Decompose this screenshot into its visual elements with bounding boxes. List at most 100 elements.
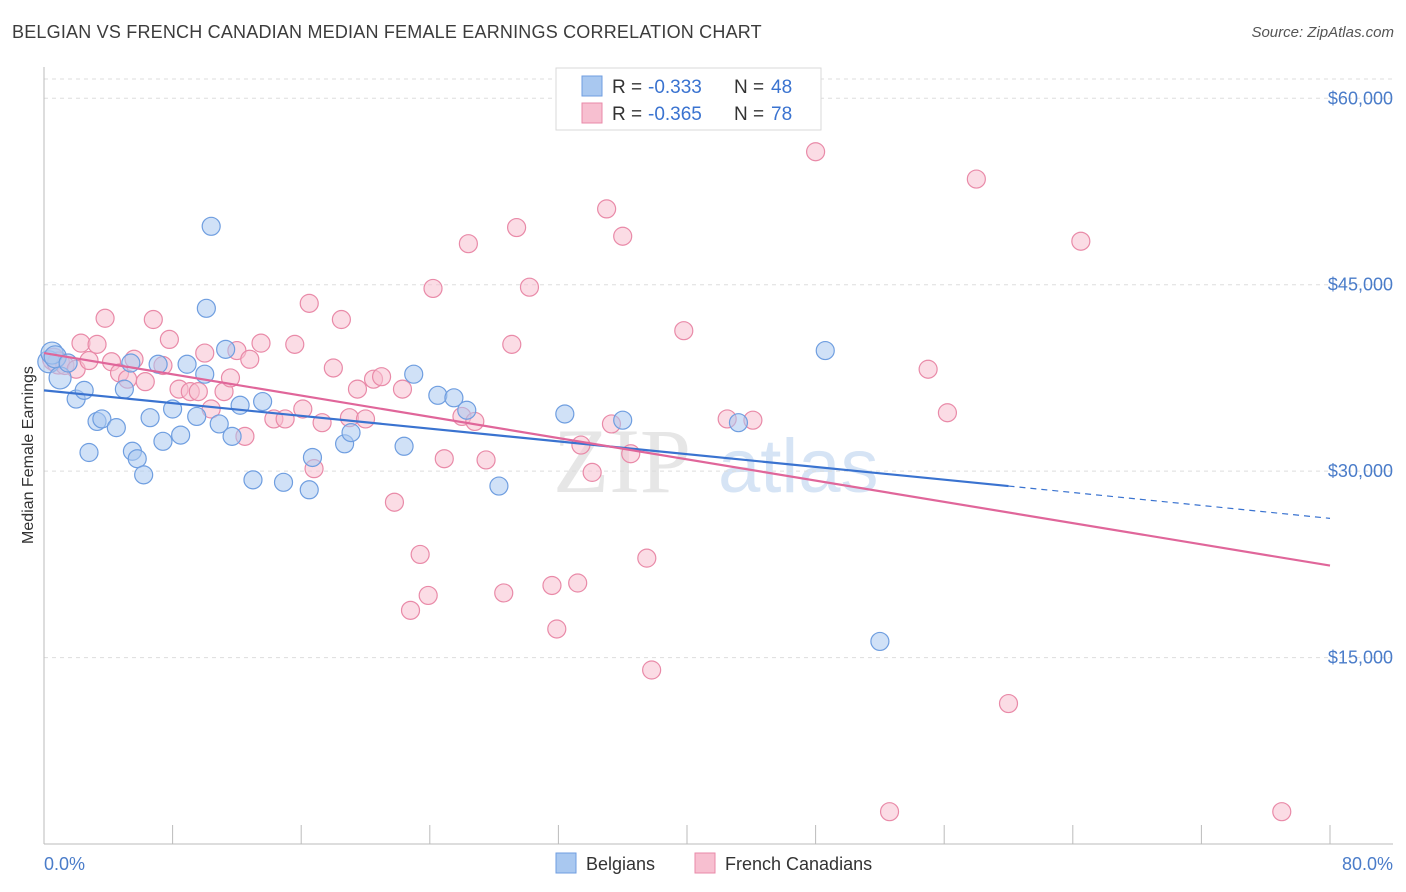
belgians-point-18 xyxy=(153,431,173,451)
french-canadians-point-52 xyxy=(494,583,514,603)
belgians-point-33 xyxy=(299,480,319,500)
y-tick-label-60000: $60,000 xyxy=(1328,88,1393,108)
french-canadians-point-41 xyxy=(384,492,405,512)
belgians-point-43 xyxy=(555,404,575,424)
x-tick-label-max: 80.0% xyxy=(1342,854,1393,874)
legend-swatch-french xyxy=(581,102,603,124)
y-tick-labels: $15,000 $30,000 $45,000 $60,000 xyxy=(1328,88,1393,667)
bottom-swatch-belgians xyxy=(555,852,577,874)
french-canadians-point-55 xyxy=(519,277,540,297)
french-canadians-point-58 xyxy=(568,573,588,593)
belgians-point-14 xyxy=(127,449,147,469)
belgians-point-27 xyxy=(216,339,236,359)
watermark: ZIP atlas xyxy=(553,410,879,512)
french-canadians-point-67 xyxy=(674,321,694,341)
belgians-point-21 xyxy=(177,354,197,374)
belgians-point-41 xyxy=(457,400,477,420)
french-canadians-point-70 xyxy=(805,142,826,162)
french-canadians-point-57 xyxy=(547,619,567,639)
french-canadians-point-35 xyxy=(331,309,351,330)
belgians-point-9 xyxy=(92,409,112,429)
french-canadians-point-73 xyxy=(937,403,958,423)
belgians-point-46 xyxy=(815,340,835,361)
belgians-point-10 xyxy=(106,418,126,438)
belgians-point-30 xyxy=(243,470,263,490)
belgians-point-25 xyxy=(201,216,221,236)
belgians-point-15 xyxy=(134,465,154,485)
french-canadians-trendline xyxy=(43,351,1331,567)
french-canadians-point-72 xyxy=(918,359,938,379)
belgians-point-11 xyxy=(114,379,134,399)
french-canadians-point-19 xyxy=(195,343,215,363)
bottom-legend-belgians: Belgians xyxy=(586,854,655,874)
french-canadians-point-75 xyxy=(998,693,1019,714)
french-canadians-point-4 xyxy=(71,333,91,353)
french-canadians-point-47 xyxy=(434,449,454,469)
belgians-point-7 xyxy=(79,442,99,463)
gridlines xyxy=(44,78,1393,659)
belgians-point-6 xyxy=(74,380,94,400)
watermark-atlas: atlas xyxy=(718,424,879,509)
legend-r-value-belgians: -0.333 xyxy=(648,77,702,98)
french-canadians-point-13 xyxy=(143,309,163,330)
legend-swatch-belgians xyxy=(581,75,603,97)
french-canadians-point-43 xyxy=(400,600,421,620)
french-canadians-point-63 xyxy=(613,226,633,246)
belgians-trendline-extension xyxy=(1008,485,1331,519)
belgians-point-38 xyxy=(404,364,424,384)
french-canadians-point-53 xyxy=(502,334,522,354)
belgians-point-29 xyxy=(230,395,250,415)
legend-n-label-french: N = xyxy=(734,104,764,125)
axes xyxy=(43,67,1393,845)
stats-legend: R = -0.333 N = 48 R = -0.365 N = 78 xyxy=(555,67,822,131)
belgians-point-32 xyxy=(273,472,294,492)
french-canadians-point-25 xyxy=(240,349,260,369)
series-legend: Belgians French Canadians xyxy=(555,852,872,874)
y-tick-label-15000: $15,000 xyxy=(1328,648,1393,668)
bottom-legend-french: French Canadians xyxy=(725,854,872,874)
belgians-point-34 xyxy=(302,447,323,468)
legend-r-label-belgians: R = xyxy=(612,77,642,98)
french-canadians-point-61 xyxy=(597,199,617,219)
belgians-point-22 xyxy=(187,406,207,427)
french-canadians-point-74 xyxy=(966,169,986,189)
french-canadians-point-6 xyxy=(87,334,107,354)
french-canadians-point-34 xyxy=(323,358,343,378)
belgians-trendline xyxy=(43,389,1009,488)
french-canadians-point-7 xyxy=(95,308,115,328)
legend-r-value-french: -0.365 xyxy=(648,104,702,125)
belgians-point-47 xyxy=(870,631,890,652)
belgians-point-39 xyxy=(428,385,448,405)
french-canadians-point-51 xyxy=(476,450,496,470)
french-canadians-point-46 xyxy=(423,278,443,299)
french-canadians-point-44 xyxy=(410,544,430,565)
french-canadians-point-30 xyxy=(293,399,313,419)
belgians-point-37 xyxy=(394,436,414,456)
belgians-points xyxy=(37,216,890,652)
trendlines xyxy=(43,351,1331,567)
belgians-point-42 xyxy=(489,476,509,496)
belgians-point-20 xyxy=(171,425,191,445)
belgians-point-26 xyxy=(209,414,229,434)
french-canadians-point-37 xyxy=(347,379,368,399)
legend-r-label-french: R = xyxy=(612,104,642,125)
french-canadians-point-77 xyxy=(1272,802,1292,822)
x-tick-label-min: 0.0% xyxy=(44,854,85,874)
french-canadians-point-76 xyxy=(1071,231,1091,251)
belgians-point-36 xyxy=(341,423,361,443)
french-canadians-point-71 xyxy=(879,802,900,822)
belgians-point-44 xyxy=(613,410,633,430)
belgians-point-17 xyxy=(148,354,168,374)
french-canadians-point-26 xyxy=(251,333,271,353)
french-canadians-point-12 xyxy=(135,372,155,392)
y-tick-label-30000: $30,000 xyxy=(1328,461,1393,481)
belgians-point-45 xyxy=(728,413,749,433)
y-axis-label: Median Female Earnings xyxy=(20,366,37,544)
french-canadians-point-54 xyxy=(507,217,527,238)
y-tick-label-45000: $45,000 xyxy=(1328,275,1393,295)
legend-n-value-french: 78 xyxy=(771,104,792,125)
belgians-point-28 xyxy=(222,426,242,446)
french-canadians-point-29 xyxy=(285,334,305,354)
legend-n-label-belgians: N = xyxy=(734,77,764,98)
